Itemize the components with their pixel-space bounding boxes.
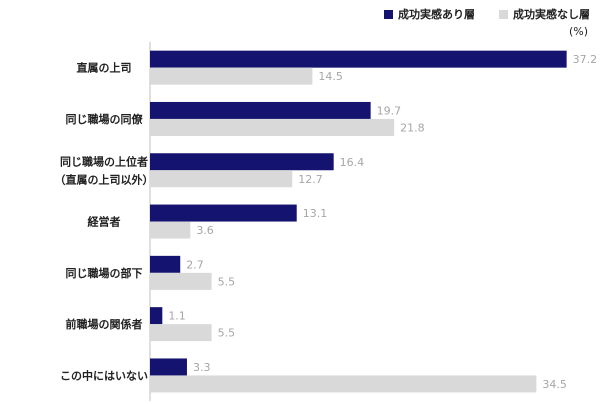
data-label-series-1: 1.1 xyxy=(168,310,186,323)
category-label: 同じ職場の上位者 xyxy=(60,154,148,168)
category-label: 同じ職場の同僚 xyxy=(66,112,144,126)
bar-series-1 xyxy=(150,307,163,325)
data-label-series-1: 3.3 xyxy=(193,361,211,374)
category-label: （直属の上司以外） xyxy=(55,172,154,186)
legend-label-series-1: 成功実感あり層 xyxy=(398,8,475,21)
category-label: 同じ職場の部下 xyxy=(66,266,143,280)
data-label-series-1: 37.2 xyxy=(573,53,598,66)
bar-series-1 xyxy=(150,50,567,68)
legend: 成功実感あり層 成功実感なし層 xyxy=(384,6,590,22)
data-label-series-2: 34.5 xyxy=(542,378,567,391)
data-label-series-1: 13.1 xyxy=(303,207,328,220)
legend-swatch-series-2 xyxy=(499,9,508,19)
bar-series-1 xyxy=(150,255,181,273)
bar-series-1 xyxy=(150,153,334,171)
data-label-series-1: 16.4 xyxy=(340,156,365,169)
bar-series-2 xyxy=(150,170,293,188)
category-label: 直属の上司 xyxy=(77,61,132,75)
data-label-series-2: 5.5 xyxy=(218,275,236,288)
bar-series-1 xyxy=(150,358,187,376)
bar-series-1 xyxy=(150,204,297,222)
data-label-series-2: 5.5 xyxy=(218,327,236,340)
category-label: この中にはいない xyxy=(60,368,148,382)
category-label: 経営者 xyxy=(88,215,121,229)
bar-series-2 xyxy=(150,118,395,136)
category-label: 前職場の関係者 xyxy=(66,317,143,331)
legend-item-series-2: 成功実感なし層 xyxy=(499,6,590,22)
unit-label: (%) xyxy=(568,25,588,38)
bar-series-2 xyxy=(150,221,191,239)
bar-series-1 xyxy=(150,101,371,119)
legend-item-series-1: 成功実感あり層 xyxy=(384,6,475,22)
data-label-series-1: 2.7 xyxy=(186,258,204,271)
data-label-series-1: 19.7 xyxy=(377,104,402,117)
bar-series-2 xyxy=(150,67,313,85)
bar-series-2 xyxy=(150,272,212,290)
bar-series-2 xyxy=(150,324,212,342)
data-label-series-2: 14.5 xyxy=(318,70,343,83)
data-label-series-2: 21.8 xyxy=(400,121,425,134)
data-label-series-2: 3.6 xyxy=(196,224,214,237)
bar-series-2 xyxy=(150,375,537,393)
legend-label-series-2: 成功実感なし層 xyxy=(513,8,590,21)
legend-swatch-series-1 xyxy=(384,9,393,19)
data-label-series-2: 12.7 xyxy=(298,173,323,186)
